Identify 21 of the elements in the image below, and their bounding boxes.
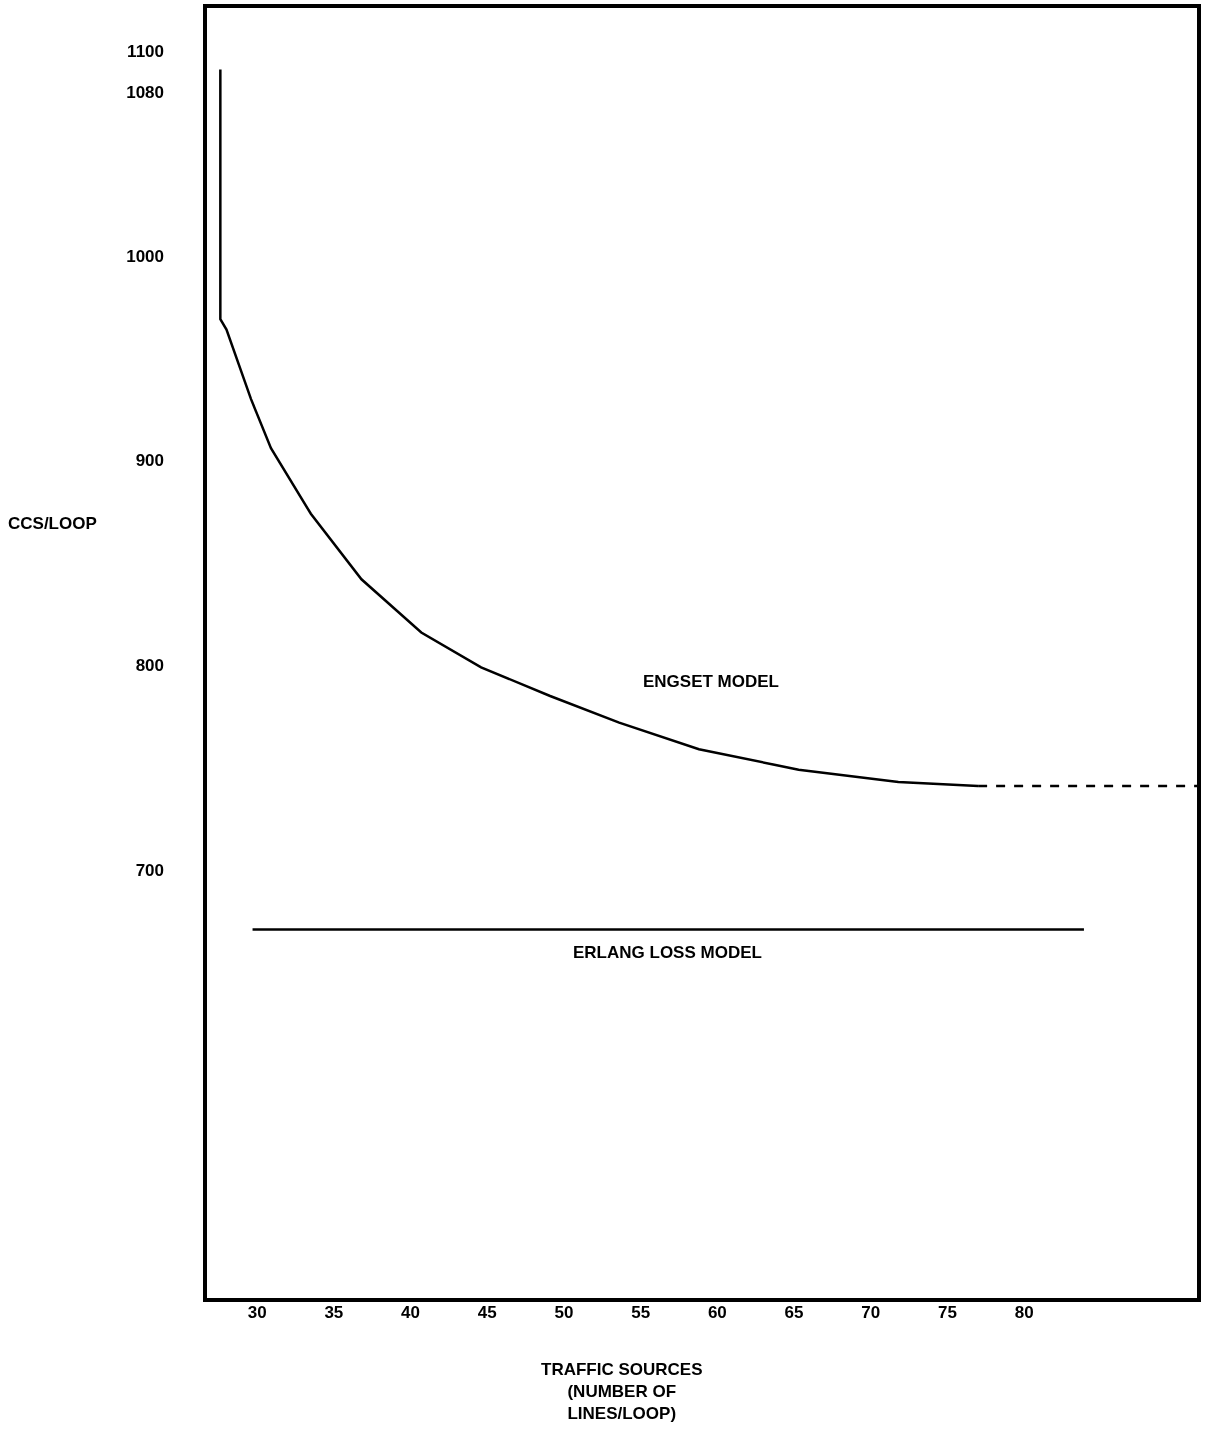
y-axis-title: CCS/LOOP xyxy=(8,514,97,533)
y-tick-label: 1080 xyxy=(126,82,164,102)
x-tick-label: 75 xyxy=(937,1303,957,1322)
x-tick-label: 65 xyxy=(784,1303,804,1322)
x-tick-label: 50 xyxy=(554,1303,574,1322)
y-tick-label: 1100 xyxy=(127,41,164,61)
x-tick-label: 80 xyxy=(1014,1303,1034,1322)
annotation: ERLANG LOSS MODEL xyxy=(573,943,762,962)
y-tick-label: 900 xyxy=(135,451,164,471)
x-tick-label: 30 xyxy=(247,1303,267,1322)
x-tick-label: 35 xyxy=(324,1303,344,1322)
x-tick-label: 45 xyxy=(477,1303,497,1322)
x-tick-label: 70 xyxy=(861,1303,881,1322)
x-tick-label: 55 xyxy=(631,1303,651,1322)
x-axis-title: TRAFFIC SOURCES (NUMBER OF LINES/LOOP) xyxy=(541,1360,703,1424)
y-tick-label: 1000 xyxy=(126,246,164,266)
x-tick-label: 60 xyxy=(707,1303,727,1322)
y-tick-label: 800 xyxy=(135,656,164,676)
annotation: ENGSET MODEL xyxy=(643,672,780,691)
x-tick-label: 40 xyxy=(401,1303,421,1322)
y-tick-label: 700 xyxy=(135,860,164,880)
